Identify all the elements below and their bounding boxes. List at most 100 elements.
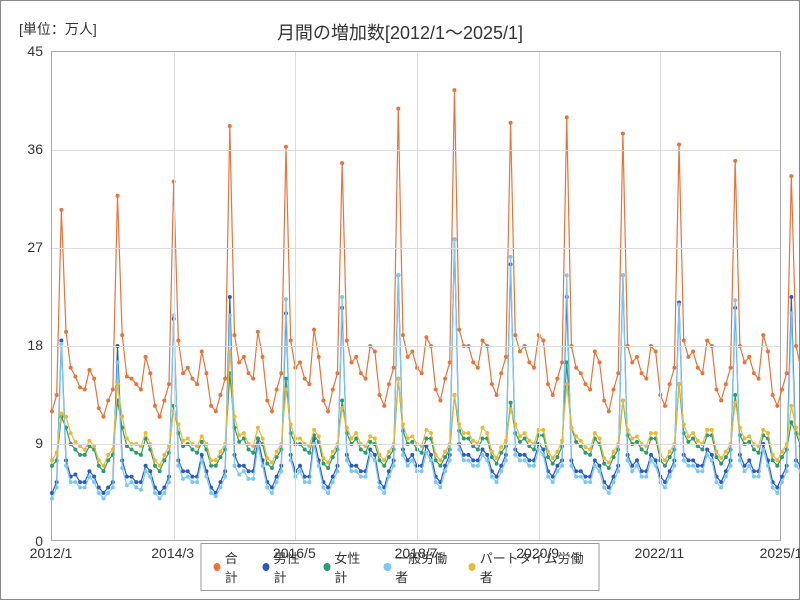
series-marker [682,422,686,426]
series-marker [111,388,115,392]
series-marker [546,382,550,386]
series-marker [158,491,162,495]
gridline-horizontal [52,346,780,347]
series-marker [284,145,288,149]
series-marker [579,475,583,479]
series-marker [518,349,522,353]
series-marker [532,366,536,370]
series-marker [462,437,466,441]
series-marker [340,406,344,410]
series-marker [761,333,765,337]
series-marker [509,121,513,125]
legend-label: 女性計 [334,548,369,586]
series-marker [134,486,138,490]
series-marker [579,371,583,375]
series-marker [438,458,442,462]
y-tick-label: 36 [3,141,43,157]
series-marker [359,469,363,473]
series-marker [677,143,681,147]
series-marker [757,451,761,455]
series-marker [186,366,190,370]
series-marker [672,366,676,370]
series-marker [97,458,101,462]
series-marker [743,437,747,441]
x-tick-label: 2018/7 [395,545,438,561]
series-marker [218,455,222,459]
series-marker [312,428,316,432]
series-marker [359,475,363,479]
series-marker [195,451,199,455]
series-marker [714,455,718,459]
series-marker [340,161,344,165]
series-marker [729,366,733,370]
series-marker [541,339,545,343]
series-marker [195,480,199,484]
series-marker [148,469,152,473]
series-marker [654,349,658,353]
series-marker [410,453,414,457]
series-marker [209,464,213,468]
series-marker [87,469,91,473]
series-marker [78,453,82,457]
series-marker [771,486,775,490]
series-marker [354,355,358,359]
series-marker [298,469,302,473]
series-marker [565,273,569,277]
series-marker [349,360,353,364]
series-marker [279,371,283,375]
series-marker [410,349,414,353]
series-marker [97,406,101,410]
series-marker [349,469,353,473]
series-marker [424,451,428,455]
series-marker [59,208,63,212]
series-marker [555,469,559,473]
series-marker [443,469,447,473]
series-marker [321,456,325,460]
series-marker [167,480,171,484]
series-marker [289,339,293,343]
series-marker [691,349,695,353]
series-marker [714,388,718,392]
series-marker [134,382,138,386]
series-marker [382,464,386,468]
series-marker [518,453,522,457]
series-marker [654,464,658,468]
series-marker [644,377,648,381]
series-marker [481,447,485,451]
series-marker [382,491,386,495]
gridline-horizontal [52,150,780,151]
series-marker [387,475,391,479]
series-marker [504,439,508,443]
series-marker [476,464,480,468]
series-marker [256,426,260,430]
series-marker [382,404,386,408]
series-marker [144,431,148,435]
series-marker [73,480,77,484]
series-marker [270,409,274,413]
series-marker [387,450,391,454]
series-marker [50,496,54,500]
series-marker [719,462,723,466]
series-marker [359,371,363,375]
series-marker [785,469,789,473]
series-marker [672,464,676,468]
series-marker [654,431,658,435]
series-marker [378,393,382,397]
series-marker [448,458,452,462]
series-marker [635,458,639,462]
chart-title: 月間の増加数[2012/1～2025/1] [1,19,799,45]
series-marker [420,371,424,375]
series-marker [298,437,302,441]
series-marker [649,453,653,457]
series-marker [153,404,157,408]
series-marker [663,486,667,490]
series-marker [438,486,442,490]
series-marker [700,469,704,473]
series-marker [583,445,587,449]
series-marker [598,469,602,473]
series-marker [209,458,213,462]
series-marker [466,437,470,441]
series-marker [233,415,237,419]
series-marker [560,360,564,364]
series-marker [565,382,569,386]
